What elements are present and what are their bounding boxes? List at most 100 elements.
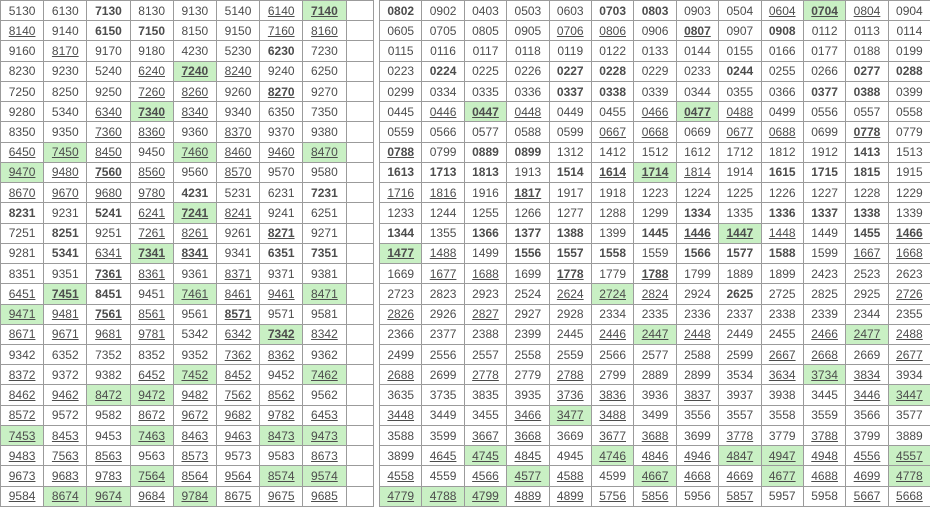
number-cell[interactable]: 1446 [676, 223, 718, 243]
number-cell[interactable]: 4846 [634, 446, 676, 466]
number-cell[interactable]: 2667 [761, 344, 803, 364]
number-cell[interactable]: 6452 [130, 365, 173, 385]
number-cell[interactable]: 9461 [260, 284, 303, 304]
number-cell[interactable]: 9483 [1, 446, 44, 466]
number-cell[interactable]: 0477 [676, 102, 718, 122]
number-cell[interactable]: 3447 [888, 385, 930, 405]
number-cell[interactable]: 0667 [591, 122, 633, 142]
number-cell[interactable]: 8371 [216, 264, 259, 284]
number-cell[interactable]: 7240 [173, 61, 216, 81]
number-cell[interactable]: 1466 [888, 223, 930, 243]
number-cell[interactable]: 2824 [634, 284, 676, 304]
number-cell[interactable]: 9460 [260, 142, 303, 162]
number-cell[interactable]: 8463 [173, 425, 216, 445]
number-cell[interactable]: 7361 [87, 264, 130, 284]
number-cell[interactable]: 9783 [87, 466, 130, 486]
number-cell[interactable]: 3836 [591, 385, 633, 405]
number-cell[interactable]: 4788 [422, 486, 464, 506]
number-cell[interactable]: 4645 [422, 446, 464, 466]
number-cell[interactable]: 7260 [130, 81, 173, 101]
number-cell[interactable]: 8240 [216, 61, 259, 81]
number-cell[interactable]: 9672 [173, 405, 216, 425]
number-cell[interactable]: 8675 [216, 486, 259, 506]
number-cell[interactable]: 0447 [464, 102, 506, 122]
number-cell[interactable]: 2668 [803, 344, 845, 364]
number-cell[interactable]: 3778 [719, 425, 761, 445]
number-cell[interactable]: 3734 [803, 365, 845, 385]
number-cell[interactable]: 3466 [507, 405, 549, 425]
number-cell[interactable]: 4668 [676, 466, 718, 486]
number-cell[interactable]: 4566 [464, 466, 506, 486]
number-cell[interactable]: 8452 [216, 365, 259, 385]
number-cell[interactable]: 7451 [44, 284, 87, 304]
number-cell[interactable]: 3688 [634, 425, 676, 445]
number-cell[interactable]: 9784 [173, 486, 216, 506]
number-cell[interactable]: 4588 [549, 466, 591, 486]
number-cell[interactable]: 8461 [216, 284, 259, 304]
number-cell[interactable]: 9671 [44, 324, 87, 344]
number-cell[interactable]: 8460 [216, 142, 259, 162]
number-cell[interactable]: 1447 [719, 223, 761, 243]
number-cell[interactable]: 8573 [173, 446, 216, 466]
number-cell[interactable]: 0704 [803, 1, 845, 21]
number-cell[interactable]: 0706 [549, 21, 591, 41]
number-cell[interactable]: 7461 [173, 284, 216, 304]
number-cell[interactable]: 9781 [130, 324, 173, 344]
number-cell[interactable]: 9673 [1, 466, 44, 486]
number-cell[interactable]: 4699 [846, 466, 888, 486]
number-cell[interactable]: 7563 [44, 446, 87, 466]
number-cell[interactable]: 4778 [888, 466, 930, 486]
number-cell[interactable]: 8450 [87, 142, 130, 162]
number-cell[interactable]: 1668 [888, 243, 930, 263]
number-cell[interactable]: 8561 [130, 304, 173, 324]
number-cell[interactable]: 8342 [303, 324, 346, 344]
number-cell[interactable]: 9670 [44, 183, 87, 203]
number-cell[interactable]: 8241 [216, 203, 259, 223]
number-cell[interactable]: 0466 [634, 102, 676, 122]
number-cell[interactable]: 3736 [549, 385, 591, 405]
number-cell[interactable]: 4577 [507, 466, 549, 486]
number-cell[interactable]: 4745 [464, 446, 506, 466]
number-cell[interactable]: 6451 [1, 284, 44, 304]
number-cell[interactable]: 8362 [260, 344, 303, 364]
number-cell[interactable]: 2788 [549, 365, 591, 385]
number-cell[interactable]: 2826 [380, 304, 422, 324]
number-cell[interactable]: 1817 [507, 183, 549, 203]
number-cell[interactable]: 8361 [130, 264, 173, 284]
number-cell[interactable]: 9675 [260, 486, 303, 506]
number-cell[interactable]: 4889 [507, 486, 549, 506]
number-cell[interactable]: 7160 [260, 21, 303, 41]
number-cell[interactable]: 1688 [464, 264, 506, 284]
number-cell[interactable]: 9685 [303, 486, 346, 506]
number-cell[interactable]: 8670 [1, 183, 44, 203]
number-cell[interactable]: 0488 [719, 102, 761, 122]
number-cell[interactable]: 3837 [676, 385, 718, 405]
number-cell[interactable]: 3667 [464, 425, 506, 445]
number-cell[interactable]: 6450 [1, 142, 44, 162]
number-cell[interactable]: 2726 [888, 284, 930, 304]
number-cell[interactable]: 3788 [803, 425, 845, 445]
number-cell[interactable]: 4677 [761, 466, 803, 486]
number-cell[interactable]: 4847 [719, 446, 761, 466]
number-cell[interactable]: 6341 [87, 243, 130, 263]
number-cell[interactable]: 1716 [380, 183, 422, 203]
number-cell[interactable]: 5667 [846, 486, 888, 506]
number-cell[interactable]: 3446 [846, 385, 888, 405]
number-cell[interactable]: 2466 [803, 324, 845, 344]
number-cell[interactable]: 9480 [44, 162, 87, 182]
number-cell[interactable]: 8572 [1, 405, 44, 425]
number-cell[interactable]: 8671 [1, 324, 44, 344]
number-cell[interactable]: 0804 [846, 1, 888, 21]
number-cell[interactable]: 9462 [44, 385, 87, 405]
number-cell[interactable]: 0604 [761, 1, 803, 21]
number-cell[interactable]: 2446 [591, 324, 633, 344]
number-cell[interactable]: 8563 [87, 446, 130, 466]
number-cell[interactable]: 4899 [549, 486, 591, 506]
number-cell[interactable]: 0806 [591, 21, 633, 41]
number-cell[interactable]: 9674 [87, 486, 130, 506]
number-cell[interactable]: 7560 [87, 162, 130, 182]
number-cell[interactable]: 8473 [260, 425, 303, 445]
number-cell[interactable]: 6241 [130, 203, 173, 223]
number-cell[interactable]: 7462 [303, 365, 346, 385]
number-cell[interactable]: 9780 [130, 183, 173, 203]
